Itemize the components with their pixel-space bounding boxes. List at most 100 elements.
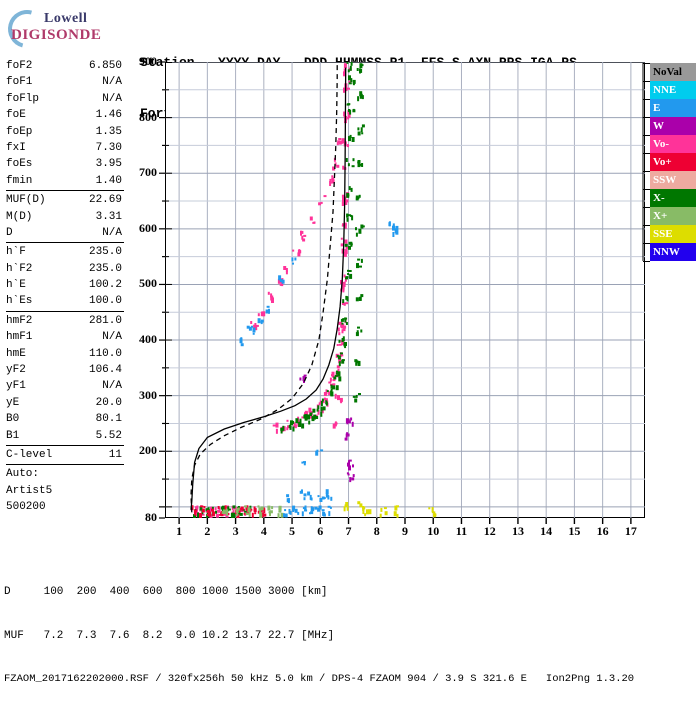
x-axis-tick-label: 5 (289, 524, 296, 538)
x-axis-tick-label: 13 (511, 524, 524, 538)
legend-item-e[interactable]: E (650, 99, 696, 117)
param-value: N/A (102, 76, 122, 89)
param-key: foE (6, 109, 26, 122)
param-row: h`Es 100.0 (4, 293, 126, 309)
param-key: h`Es (6, 295, 33, 308)
param-value: 3.31 (95, 210, 122, 223)
param-footer-line: Auto: (6, 468, 40, 481)
param-key: yE (6, 396, 20, 409)
param-row: hmF1 N/A (4, 329, 126, 345)
param-row: MUF(D) 22.69 (4, 192, 126, 208)
x-axis-tick-label: 6 (317, 524, 324, 538)
param-row: yE 20.0 (4, 395, 126, 411)
param-key: foEp (6, 125, 33, 138)
x-axis-tick-label: 11 (455, 524, 468, 538)
y-axis-tick-label: 400 (139, 332, 157, 347)
x-axis-tick-label: 4 (260, 524, 267, 538)
legend-item-nne[interactable]: NNE (650, 81, 696, 99)
x-axis-tick-label: 3 (232, 524, 239, 538)
param-row: foEp 1.35 (4, 124, 126, 140)
ionospheric-parameters-table: foF2 6.850 foF1 N/A foFlp N/A foE 1.46 foEp 1.35 f… (4, 58, 126, 516)
x-axis-tick-label: 16 (596, 524, 609, 538)
param-row: foEs 3.95 (4, 156, 126, 172)
legend-item-nnw[interactable]: NNW (650, 243, 696, 261)
x-axis-tick-label: 8 (373, 524, 380, 538)
legend-item-noval[interactable]: NoVal (650, 63, 696, 81)
ionogram-plot (165, 62, 645, 518)
legend-item-vo-[interactable]: Vo+ (650, 153, 696, 171)
param-key: h`F (6, 246, 26, 259)
param-value: 100.0 (88, 295, 122, 308)
legend-item-x-[interactable]: X- (650, 189, 696, 207)
param-value: 1.40 (95, 174, 122, 187)
param-group-divider (6, 310, 124, 312)
logo-digisonde-text: DIGISONDE (11, 27, 102, 43)
x-axis-tick-label: 9 (402, 524, 408, 538)
param-row: h`E 100.2 (4, 277, 126, 293)
param-key: foEs (6, 158, 33, 171)
param-value: 1.35 (95, 125, 122, 138)
param-key: M(D) (6, 210, 33, 223)
y-axis-tick-label: 800 (139, 109, 157, 124)
param-value: 5.52 (95, 429, 122, 442)
y-axis-tick-label: 80 (145, 510, 157, 524)
legend-item-ssw[interactable]: SSW (650, 171, 696, 189)
param-row: foFlp N/A (4, 91, 126, 107)
param-row: foE 1.46 (4, 107, 126, 123)
param-group-divider (6, 242, 124, 244)
param-key: h`E (6, 279, 26, 292)
footer-distance-row: D 100 200 400 600 800 1000 1500 3000 [km… (4, 586, 328, 598)
y-axis-tick-label: 700 (139, 165, 157, 180)
doppler-class-legend: NoVal NNE E W Vo- Vo+ SSW X- X+ SSE NNW (650, 63, 696, 261)
param-key: yF2 (6, 364, 26, 377)
param-row: foF2 6.850 (4, 58, 126, 74)
param-group-divider (6, 190, 124, 192)
param-value: 106.4 (88, 364, 122, 377)
param-key: h`F2 (6, 262, 33, 275)
param-row: hmE 110.0 (4, 346, 126, 362)
param-value: 281.0 (88, 314, 122, 327)
param-footer-line: Artist5 (6, 484, 53, 497)
param-value: 22.69 (88, 194, 122, 207)
x-axis-tick-label: 15 (568, 524, 581, 538)
legend-item-sse[interactable]: SSE (650, 225, 696, 243)
footer-file-row: FZAOM_2017162202000.RSF / 320fx256h 50 k… (4, 673, 635, 685)
param-value: N/A (102, 380, 122, 393)
param-key: fmin (6, 174, 33, 187)
y-axis-tick-label: 300 (139, 387, 157, 402)
legend-item-w[interactable]: W (650, 117, 696, 135)
param-key: D (6, 226, 13, 239)
param-key: foF1 (6, 76, 33, 89)
param-key: yF1 (6, 380, 26, 393)
footer-muf-row: MUF 7.2 7.3 7.6 8.2 9.0 10.2 13.7 22.7 [… (4, 629, 335, 642)
param-value: 20.0 (95, 396, 122, 409)
x-axis-tick-label: 17 (624, 524, 637, 538)
param-value: 235.0 (88, 246, 122, 259)
param-key: foF2 (6, 60, 33, 72)
x-axis-tick-label: 14 (540, 524, 553, 538)
param-key: foFlp (6, 92, 40, 105)
x-axis-tick-label: 7 (345, 524, 352, 538)
x-axis-tick-label: 12 (483, 524, 496, 538)
y-axis-tick-label: 600 (139, 220, 157, 235)
param-key: fxI (6, 141, 26, 154)
param-key: B1 (6, 429, 20, 442)
legend-item-x-[interactable]: X+ (650, 207, 696, 225)
param-row: C-level 11 (4, 447, 126, 463)
lowell-digisonde-logo: Lowell DIGISONDE (1, 3, 126, 55)
param-row: foF1 N/A (4, 74, 126, 90)
param-key: hmE (6, 347, 26, 360)
param-key: MUF(D) (6, 194, 46, 207)
footer-info: D 100 200 400 600 800 1000 1500 3000 [km… (4, 556, 634, 701)
param-row: M(D) 3.31 (4, 209, 126, 225)
param-row: yF1 N/A (4, 378, 126, 394)
param-key: hmF1 (6, 331, 33, 344)
x-axis-tick-label: 10 (427, 524, 440, 538)
y-axis-tick-label: 500 (139, 276, 157, 291)
param-value: 7.30 (95, 141, 122, 154)
legend-item-vo-[interactable]: Vo- (650, 135, 696, 153)
logo-lowell-text: Lowell (44, 11, 88, 26)
x-axis-tick-label: 1 (176, 524, 183, 538)
y-axis-tick-label: 900 (139, 54, 157, 68)
param-row: hmF2 281.0 (4, 313, 126, 329)
